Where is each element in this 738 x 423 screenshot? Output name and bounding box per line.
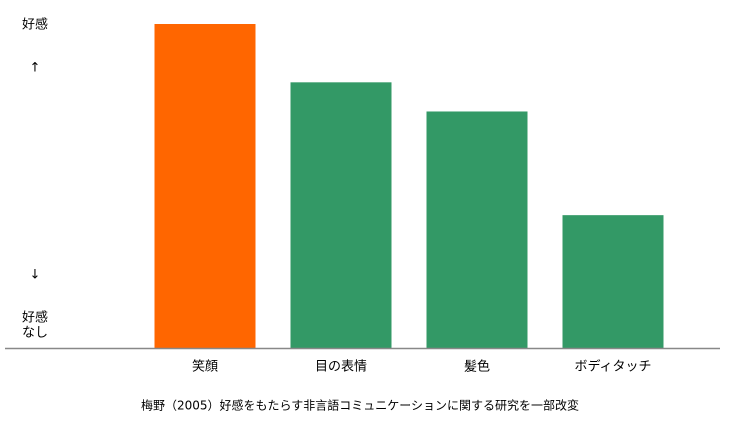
- bar: [290, 82, 392, 348]
- up-arrow: ↑: [30, 61, 41, 76]
- bar: [426, 111, 528, 348]
- bar: [154, 24, 256, 348]
- x-tick-label: 目の表情: [315, 360, 367, 375]
- y-top-label: 好感: [22, 17, 48, 33]
- x-tick-label: ボディタッチ: [574, 359, 651, 375]
- down-arrow: ↓: [30, 268, 41, 283]
- y-bottom-label: なし: [22, 326, 48, 341]
- y-bottom-label: 好感: [22, 310, 48, 326]
- x-tick-label: 髪色: [464, 359, 490, 375]
- source: 梅野（2005）好感をもたらす非言語コミュニケーションに関する研究を一部改変: [141, 398, 579, 413]
- x-tick-label: 笑顔: [192, 359, 218, 375]
- bar: [562, 215, 664, 348]
